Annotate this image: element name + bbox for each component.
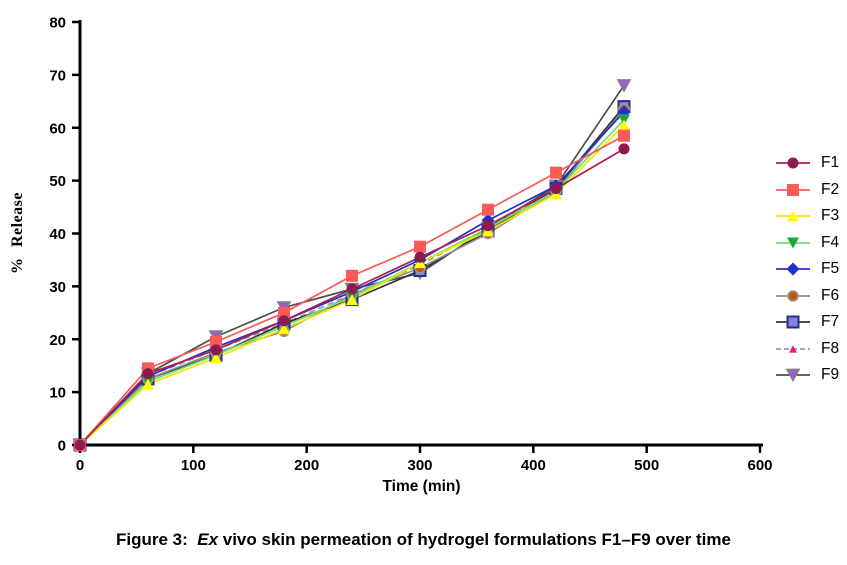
data-marker-f1 [74,439,86,451]
data-marker-f2 [550,166,562,179]
circle-marker-icon [776,157,810,169]
legend-item-f2: F2 [774,179,839,201]
data-marker-f2 [346,269,358,282]
y-tick-label: 20 [49,332,66,349]
chart-plot-area: 0 100 200 300 400 500 600 0 10 20 30 40 50 60 70 80 [49,15,772,475]
triangle-down-marker-icon [776,236,810,249]
data-marker-f2 [210,335,222,348]
data-marker-f1 [414,251,426,263]
x-tick-label: 100 [181,457,206,474]
data-marker-f2 [482,203,494,216]
data-marker-f1 [550,183,562,195]
legend-item-f3: F3 [774,205,839,227]
legend-item-f7: F7 [774,311,839,333]
legend-marker-f8 [789,344,797,353]
triangle-up-marker-icon [776,344,810,353]
y-tick-label: 10 [49,385,66,402]
y-axis-title: % Release [9,191,26,275]
diamond-marker-icon [776,262,810,276]
data-marker-f3 [142,378,154,390]
data-marker-f3 [278,323,290,335]
y-tick-label: 80 [49,15,66,32]
legend-item-label: F5 [821,260,840,277]
caption-italic-text: Ex [197,530,219,549]
legend-item-label: F4 [821,233,840,251]
legend-item-f5: F5 [774,258,839,280]
legend-marker-f1 [787,157,799,169]
square-marker-icon [776,183,810,196]
legend-item-f9: F9 [774,364,839,386]
y-tick-label: 60 [49,120,66,137]
legend-item-label: F3 [821,207,840,224]
data-marker-f1 [618,143,630,155]
legend-marker-f9 [785,368,801,383]
legend-item-label: F1 [821,154,840,171]
data-marker-f1 [278,315,290,327]
data-marker-f3 [618,119,630,131]
data-marker-f1 [346,283,358,295]
legend-item-label: F8 [821,339,840,357]
x-tick-label: 300 [407,457,432,474]
series-line-f9 [79,84,625,446]
legend-marker-f7 [786,315,800,329]
legend-marker-f2 [787,183,799,196]
legend-item-f8: F8 [774,338,839,360]
legend-item-label: F2 [821,180,840,198]
legend-item-label: F7 [821,313,840,330]
legend-item-label: F6 [821,286,840,304]
legend-item-f1: F1 [774,152,839,174]
x-tick-label: 0 [76,457,84,474]
x-tick-label: 600 [747,457,772,474]
x-tick-label: 500 [634,457,659,474]
data-marker-f1 [142,368,154,380]
y-tick-label: 0 [58,438,66,455]
y-tick-label: 50 [49,173,66,190]
figure-caption: Figure 3: Ex vivo skin permeation of hyd… [0,530,847,550]
legend-marker-f6 [787,289,799,302]
data-marker-f9 [616,79,632,93]
legend-item-f4: F4 [774,232,839,254]
y-tick-label: 40 [49,226,66,243]
x-tick-label: 400 [521,457,546,474]
circle-marker-icon [776,289,810,302]
data-marker-f1 [210,344,222,356]
legend-marker-f4 [787,236,799,249]
x-axis-title: Time (min) [382,478,461,495]
x-tick-label: 200 [294,457,319,474]
legend-marker-f3 [787,210,799,222]
caption-prefix: Figure 3: [116,530,198,549]
data-marker-f3 [210,352,222,364]
triangle-up-marker-icon [776,210,810,222]
data-marker-f2 [414,240,426,253]
data-marker-f1 [482,220,494,232]
legend: F1 F2 F3 F4 F5 F6 F7 F8 F9 [774,152,839,386]
caption-rest: vivo skin permeation of hydrogel formula… [218,530,731,549]
triangle-down-marker-icon [776,368,810,383]
y-tick-label: 30 [49,279,66,296]
legend-marker-f5 [786,262,800,276]
square-marker-icon [776,315,810,329]
series-line-f4 [79,119,625,446]
data-marker-f2 [278,306,290,319]
data-marker-f3 [346,294,358,306]
legend-item-f6: F6 [774,285,839,307]
data-marker-f2 [618,129,630,142]
y-tick-label: 70 [49,67,66,84]
legend-item-label: F9 [821,366,840,383]
